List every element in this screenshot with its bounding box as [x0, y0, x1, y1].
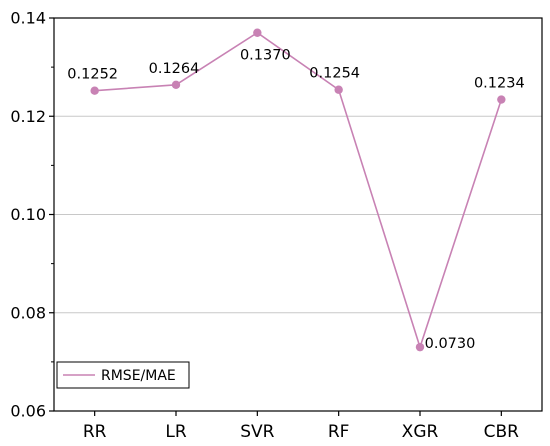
x-tick-label-lr: LR: [165, 422, 186, 442]
gridlines: [54, 115, 542, 314]
data-label-rr: 0.1252: [67, 67, 118, 83]
x-tick-label-xgr: XGR: [402, 422, 439, 442]
legend-label: RMSE/MAE: [101, 368, 176, 384]
legend: RMSE/MAE: [56, 361, 190, 389]
series-layer: [90, 28, 506, 352]
y-tick-label-3: 0.12: [10, 107, 46, 126]
data-labels: 0.1252 0.1264 0.1370 0.1254 0.0730 0.1234: [67, 48, 524, 352]
data-point-xgr: [415, 342, 425, 352]
data-point-svr: [253, 28, 262, 37]
x-tick-label-rr: RR: [83, 422, 107, 442]
data-point-lr: [171, 80, 181, 90]
y-tick-label-0: 0.06: [10, 402, 46, 421]
data-label-cbr: 0.1234: [474, 76, 525, 92]
axes: 0.06 0.08 0.10 0.12 0.14 RR LR SVR RF XGR CBR: [10, 9, 519, 443]
y-tick-label-2: 0.10: [10, 205, 46, 224]
data-label-rf: 0.1254: [309, 66, 360, 82]
x-tick-label-rf: RF: [328, 422, 350, 442]
data-point-rr: [90, 86, 99, 95]
data-label-xgr: 0.0730: [425, 336, 476, 352]
x-tick-label-cbr: CBR: [484, 422, 520, 442]
data-label-lr: 0.1264: [149, 61, 200, 77]
data-point-rf: [334, 85, 343, 94]
data-point-cbr: [497, 95, 506, 104]
series-line-rmse-mae: [94, 31, 503, 350]
x-tick-label-svr: SVR: [240, 422, 274, 442]
y-tick-label-1: 0.08: [10, 303, 46, 322]
y-tick-label-4: 0.14: [10, 9, 46, 28]
data-label-svr: 0.1370: [240, 48, 291, 64]
